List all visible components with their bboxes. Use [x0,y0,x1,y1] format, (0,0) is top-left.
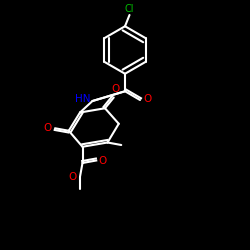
Text: O: O [44,123,52,133]
Text: O: O [68,172,76,182]
Text: Cl: Cl [125,4,134,14]
Text: O: O [143,94,151,104]
Text: HN: HN [75,94,90,104]
Text: O: O [99,156,107,166]
Text: O: O [111,84,119,94]
